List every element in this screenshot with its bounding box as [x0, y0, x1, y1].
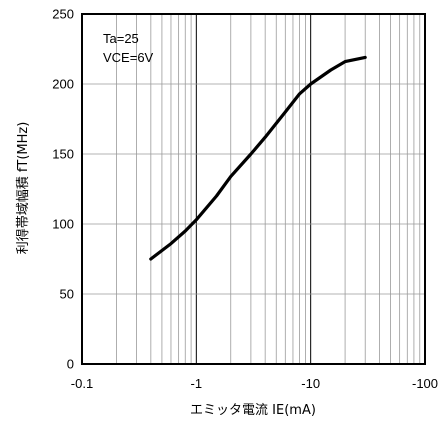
y-tick-label: 100	[52, 217, 74, 232]
x-tick-label: -0.1	[71, 376, 93, 391]
x-tick-label: -100	[412, 376, 438, 391]
plot-frame	[81, 13, 426, 365]
annotation-vce: VCE=6V	[103, 50, 154, 65]
y-tick-label: 250	[52, 7, 74, 22]
series-line	[149, 55, 367, 261]
x-tick-labels: -0.1 -1 -10 -100	[71, 376, 438, 391]
x-axis-title: エミッタ電流 IE(mA)	[190, 403, 316, 418]
y-tick-label: 150	[52, 147, 74, 162]
y-tick-label: 200	[52, 77, 74, 92]
line-layer	[149, 55, 367, 261]
grid-layer	[82, 14, 425, 364]
annotation-temperature: Ta=25	[103, 31, 139, 46]
y-tick-labels: 0 50 100 150 200 250	[52, 7, 74, 372]
y-tick-label: 50	[60, 287, 74, 302]
y-axis-title: 利得帯域幅積 fT(MHz)	[15, 122, 31, 255]
x-tick-label: -10	[301, 376, 320, 391]
y-tick-label: 0	[67, 357, 74, 372]
x-tick-label: -1	[191, 376, 203, 391]
